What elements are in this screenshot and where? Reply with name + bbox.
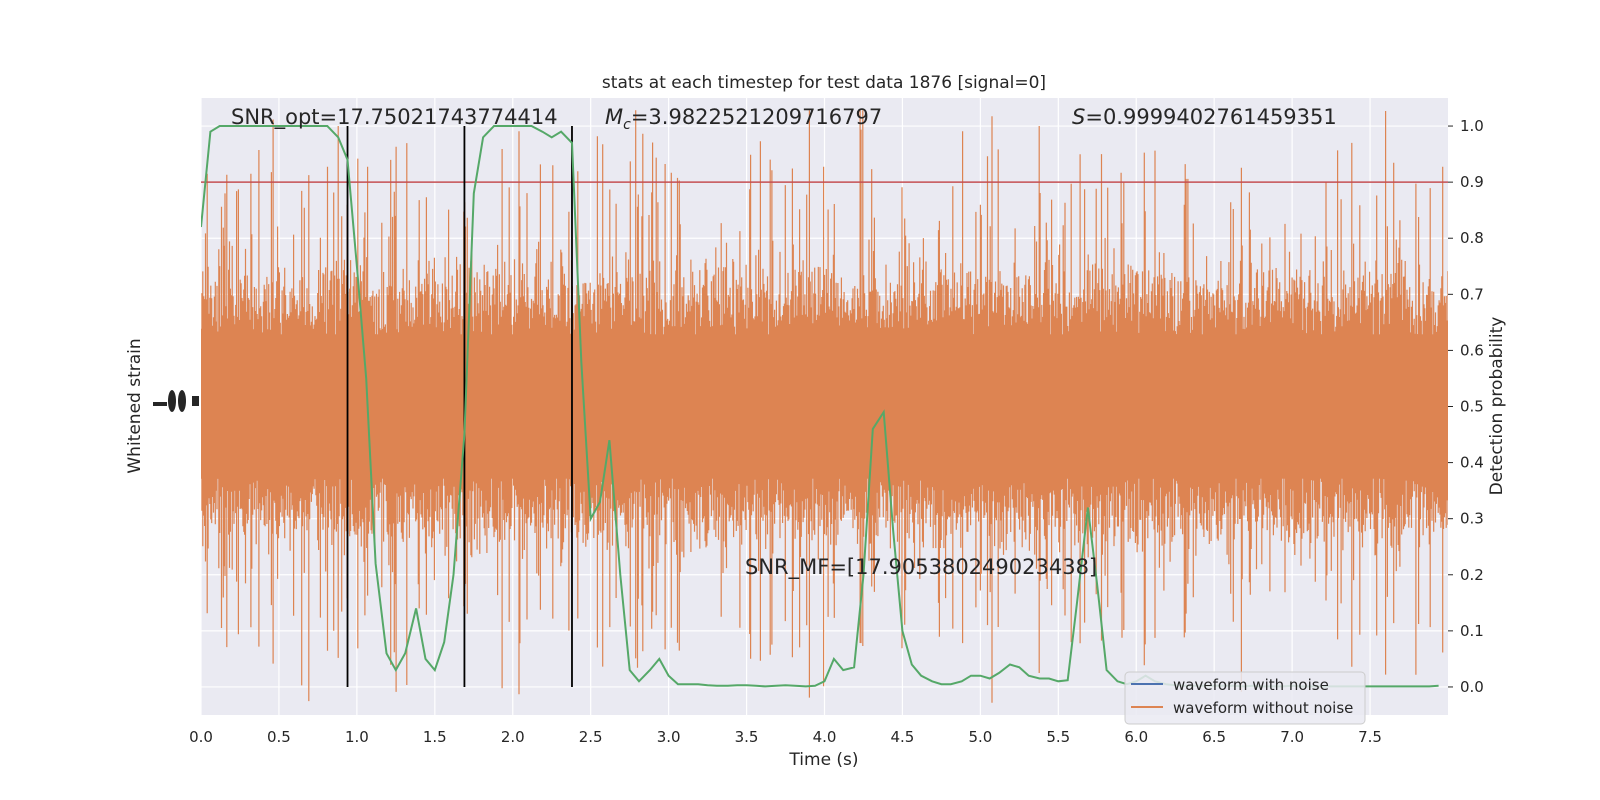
x-axis-ticks: 0.0 0.5 1.0 1.5 2.0 2.5 3.0 3.5 4.0 4.5 5.0 5.5 6.0 6… bbox=[189, 728, 1382, 746]
chirp-mass-value: =3.9822521209716797 bbox=[631, 105, 882, 129]
chirp-mass-subscript: c bbox=[623, 117, 631, 133]
chirp-mass-symbol: M bbox=[605, 105, 623, 129]
legend-label-without-noise: waveform without noise bbox=[1173, 699, 1353, 717]
legend-label-with-noise: waveform with noise bbox=[1173, 676, 1329, 694]
x-tick-label: 7.0 bbox=[1280, 728, 1304, 746]
strain-core-band bbox=[201, 334, 1448, 479]
annotation-s-score: S=0.9999402761459351 bbox=[1072, 105, 1337, 129]
annotation-snr-mf: SNR_MF=[17.905380249023438] bbox=[745, 555, 1097, 580]
x-tick-label: 7.5 bbox=[1358, 728, 1382, 746]
y-tick-label: 0.5 bbox=[1460, 398, 1484, 416]
vertical-markers bbox=[346, 126, 573, 687]
y-axis-left-label: Whitened strain bbox=[125, 338, 145, 473]
x-tick-label: 3.5 bbox=[735, 728, 759, 746]
x-tick-label: 1.5 bbox=[423, 728, 447, 746]
annotation-chirp-mass: Mc=3.9822521209716797 bbox=[605, 105, 882, 133]
annotation-snr-opt: SNR_opt=17.75021743774414 bbox=[231, 105, 558, 130]
x-tick-label: 5.0 bbox=[968, 728, 992, 746]
x-tick-label: 3.0 bbox=[657, 728, 681, 746]
y-axis-right-ticks: 0.0 0.1 0.2 0.3 0.4 0.5 0.6 0.7 0.8 0.9 1.0 bbox=[1448, 117, 1484, 696]
y-tick-label: 0.0 bbox=[1460, 678, 1484, 696]
y-tick-label: 1.0 bbox=[1460, 117, 1484, 135]
y-tick-label: 0.3 bbox=[1460, 510, 1484, 528]
x-tick-label: 2.5 bbox=[579, 728, 603, 746]
s-value: =0.9999402761459351 bbox=[1085, 105, 1336, 129]
y-tick-label: 0.9 bbox=[1460, 173, 1484, 191]
x-tick-label: 1.0 bbox=[345, 728, 369, 746]
y-tick-label: 0.8 bbox=[1460, 229, 1484, 247]
x-tick-label: 2.0 bbox=[501, 728, 525, 746]
x-tick-label: 4.5 bbox=[891, 728, 915, 746]
y-tick-label: 0.2 bbox=[1460, 566, 1484, 584]
legend-box bbox=[1124, 671, 1366, 725]
y-tick-label: 0.7 bbox=[1460, 285, 1484, 303]
x-tick-label: 4.0 bbox=[813, 728, 837, 746]
y-tick-label: 0.4 bbox=[1460, 454, 1484, 472]
legend: waveform with noise waveform without noi… bbox=[1124, 671, 1366, 725]
chart-title: stats at each timestep for test data 187… bbox=[602, 73, 1046, 93]
y-tick-label: 0.6 bbox=[1460, 341, 1484, 359]
x-tick-label: 6.0 bbox=[1124, 728, 1148, 746]
x-tick-label: 0.5 bbox=[267, 728, 291, 746]
x-tick-label: 0.0 bbox=[189, 728, 213, 746]
y-tick-label: 0.1 bbox=[1460, 622, 1484, 640]
x-tick-label: 6.5 bbox=[1202, 728, 1226, 746]
y-axis-right-label: Detection probability bbox=[1487, 317, 1507, 496]
strain-waveform bbox=[201, 110, 1448, 703]
left-tick-clutter bbox=[153, 390, 199, 412]
x-axis-label: Time (s) bbox=[788, 750, 858, 770]
s-symbol: S bbox=[1072, 105, 1085, 129]
x-tick-label: 5.5 bbox=[1046, 728, 1070, 746]
